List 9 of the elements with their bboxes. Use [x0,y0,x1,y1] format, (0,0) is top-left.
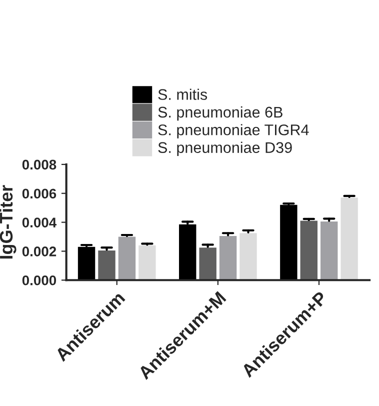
y-tick-label: 0.002 [22,246,56,256]
legend-label: S. pneumoniae D39 [158,142,292,156]
y-tick-label: 0.004 [22,218,57,228]
y-tick-label: 0.000 [22,275,56,286]
legend-label: S. pneumoniae TIGR4 [158,124,309,138]
y-tick-label: 0.006 [22,188,56,199]
y-tick-label: 0.008 [22,160,56,170]
legend-label: S. mitis [158,88,208,100]
legend-label: S. pneumoniae 6B [158,106,282,121]
